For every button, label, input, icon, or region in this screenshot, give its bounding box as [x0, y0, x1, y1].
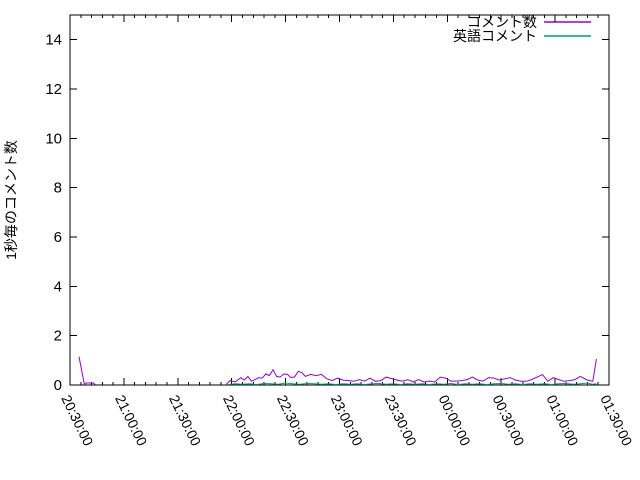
series-line-1	[228, 382, 597, 386]
legend-label-english-comments: 英語コメント	[453, 28, 537, 44]
x-tick-label: 00:00:00	[436, 392, 474, 448]
y-axis-label: 1秒毎のコメント数	[3, 140, 19, 260]
x-tick-label: 22:00:00	[220, 392, 258, 448]
y-tick-label: 6	[54, 229, 62, 246]
y-tick-label: 4	[54, 278, 62, 295]
x-tick-label: 22:30:00	[274, 392, 312, 448]
x-tick-label: 21:30:00	[166, 392, 204, 448]
series-line-0	[225, 359, 597, 385]
x-tick-label: 23:30:00	[382, 392, 420, 448]
x-tick-label: 00:30:00	[490, 392, 528, 448]
y-tick-label: 10	[45, 130, 62, 147]
y-tick-label: 12	[45, 81, 62, 98]
y-tick-label: 14	[45, 32, 62, 49]
y-tick-label: 2	[54, 328, 62, 345]
y-tick-label: 0	[54, 377, 62, 394]
x-tick-label: 01:30:00	[597, 392, 635, 448]
x-tick-label: 21:00:00	[112, 392, 150, 448]
series-line-0	[78, 356, 96, 386]
x-tick-label: 20:30:00	[58, 392, 96, 448]
plot-border	[69, 14, 610, 386]
y-tick-label: 8	[54, 180, 62, 197]
legend-label-comment-count: コメント数	[467, 14, 537, 30]
x-tick-label: 23:00:00	[328, 392, 366, 448]
x-tick-label: 01:00:00	[543, 392, 581, 448]
